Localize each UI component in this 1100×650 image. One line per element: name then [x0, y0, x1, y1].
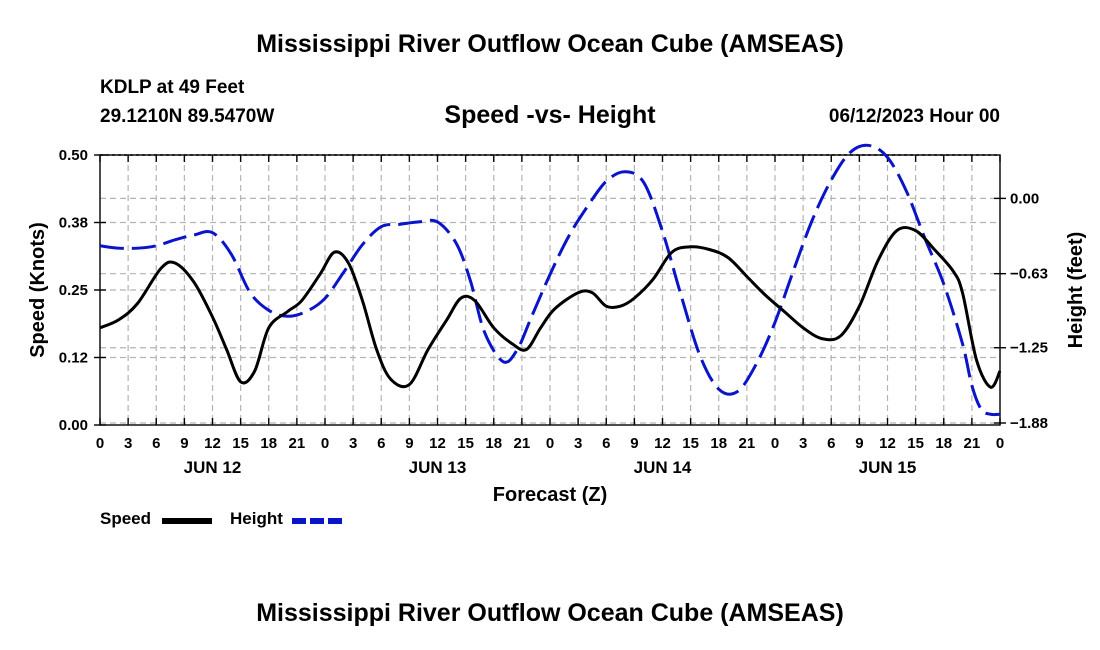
x-tick-label: 12 [879, 435, 896, 452]
x-tick-label: 21 [964, 435, 981, 452]
x-tick-label: 21 [739, 435, 756, 452]
data-point-height [699, 355, 701, 357]
y-tick-label: 0.50 [59, 147, 88, 164]
x-tick-label: 12 [429, 435, 446, 452]
day-label: JUN 12 [184, 458, 242, 477]
data-point-height [587, 205, 589, 207]
y-tick-label: 0.00 [59, 417, 88, 434]
x-tick-label: 15 [232, 435, 249, 452]
x-tick-label: 15 [457, 435, 474, 452]
forecast-datetime: 06/12/2023 Hour 00 [828, 106, 1000, 127]
x-tick-label: 0 [96, 435, 104, 452]
y-tick-label: 0.38 [59, 215, 88, 232]
data-point-height [249, 291, 251, 293]
y2-tick-label: −1.25 [1010, 340, 1048, 357]
y-axis-title: Speed (Knots) [27, 222, 49, 358]
day-label: JUN 14 [634, 458, 692, 477]
x-tick-label: 6 [377, 435, 385, 452]
data-point-height [680, 295, 682, 297]
x-tick-label: 9 [630, 435, 638, 452]
x-tick-label: 6 [827, 435, 835, 452]
x-tick-label: 12 [204, 435, 221, 452]
axis-labels: 0 3 6 9 12 15 18 21 0 3 6 9 12 15 18 21 0 3 6 9 12 15 18 21 0 3 6 9… [27, 147, 1087, 506]
x-tick-label: 9 [855, 435, 863, 452]
x-tick-label: 3 [574, 435, 582, 452]
day-label: JUN 15 [859, 458, 917, 477]
axes [94, 154, 1006, 426]
x-tick-label: 6 [152, 435, 160, 452]
x-tick-label: 12 [654, 435, 671, 452]
series-line-height [99, 143, 1001, 417]
y2-tick-label: 0.00 [1010, 190, 1039, 207]
y2-axis-title: Height (feet) [1065, 232, 1087, 349]
x-tick-label: 18 [260, 435, 277, 452]
x-axis-title: Forecast (Z) [493, 484, 607, 506]
coordinates-label: 29.1210N 89.5470W [100, 106, 275, 127]
y-tick-label: 0.12 [59, 350, 88, 367]
x-tick-label: 9 [405, 435, 413, 452]
y2-tick-label: −0.63 [1010, 266, 1048, 283]
x-tick-label: 3 [124, 435, 132, 452]
x-tick-label: 21 [289, 435, 306, 452]
x-tick-label: 3 [799, 435, 807, 452]
data-point-height [980, 408, 982, 410]
legend-height-label: Height [230, 509, 283, 528]
x-tick-label: 9 [180, 435, 188, 452]
legend-height-swatch [292, 518, 342, 524]
plot-subtitle: Speed -vs- Height [444, 101, 656, 129]
x-tick-label: 18 [485, 435, 502, 452]
series-group [99, 143, 1002, 417]
legend-speed-label: Speed [100, 509, 152, 528]
x-tick-label: 3 [349, 435, 357, 452]
x-tick-label: 0 [321, 435, 329, 452]
x-tick-label: 0 [771, 435, 779, 452]
y2-tick-label: −1.88 [1010, 415, 1048, 432]
station-label: KDLP at 49 Feet [100, 77, 245, 98]
x-tick-label: 21 [514, 435, 531, 452]
x-tick-label: 15 [682, 435, 699, 452]
data-point-height [530, 316, 532, 318]
series-line-speed [99, 226, 1002, 389]
data-point-height [305, 311, 307, 313]
x-tick-label: 18 [710, 435, 727, 452]
day-label: JUN 13 [409, 458, 467, 477]
x-tick-label: 0 [996, 435, 1004, 452]
x-tick-label: 15 [907, 435, 924, 452]
speed-height-chart: 0 3 6 9 12 15 18 21 0 3 6 9 12 15 18 21 0 3 6 9 12 15 18 21 0 3 6 9… [27, 143, 1087, 506]
grid-lines [100, 155, 1000, 425]
x-tick-label: 0 [546, 435, 554, 452]
x-tick-label: 18 [935, 435, 952, 452]
data-point-height [793, 269, 795, 271]
y-tick-label: 0.25 [59, 282, 88, 299]
chart-title: Mississippi River Outflow Ocean Cube (AM… [256, 30, 844, 58]
legend-speed-swatch [162, 518, 212, 524]
footer-title: Mississippi River Outflow Ocean Cube (AM… [256, 599, 844, 627]
x-tick-label: 6 [602, 435, 610, 452]
